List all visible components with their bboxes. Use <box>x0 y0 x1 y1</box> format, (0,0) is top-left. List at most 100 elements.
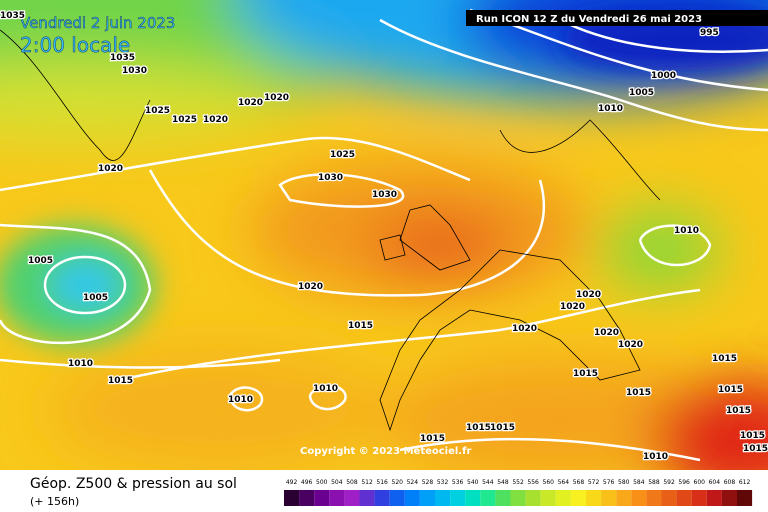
scale-label: 524 <box>407 479 419 486</box>
scale-label: 608 <box>724 479 736 486</box>
scale-swatch <box>586 490 602 506</box>
isobar-label: 1015 <box>348 321 373 331</box>
isobar-label: 1020 <box>98 164 123 174</box>
isobar-label: 1015 <box>740 431 765 441</box>
isobar-label: 1025 <box>330 150 355 160</box>
isobar-label: 1015 <box>743 444 768 454</box>
scale-swatch <box>359 490 375 506</box>
isobar-label: 1020 <box>594 328 619 338</box>
isobar-label: 1000 <box>651 71 676 81</box>
field <box>0 0 768 500</box>
isobar-label: 1015 <box>712 354 737 364</box>
isobar-label: 1005 <box>28 256 53 266</box>
scale-swatch <box>616 490 632 506</box>
scale-label: 516 <box>376 479 388 486</box>
isobar-label: 1030 <box>122 66 147 76</box>
scale-label: 604 <box>709 479 721 486</box>
scale-swatch <box>737 490 753 506</box>
scale-label: 540 <box>467 479 479 486</box>
footer-title: Géop. Z500 & pression au sol <box>30 476 237 492</box>
scale-label: 552 <box>512 479 524 486</box>
scale-swatch <box>314 490 330 506</box>
scale-label: 492 <box>286 479 298 486</box>
scale-swatch <box>419 490 435 506</box>
scale-swatch <box>510 490 526 506</box>
isobar-label: 1010 <box>598 104 623 114</box>
scale-label: 584 <box>633 479 645 486</box>
scale-swatch <box>404 490 420 506</box>
scale-label: 536 <box>452 479 464 486</box>
scale-label: 612 <box>739 479 751 486</box>
isobar-label: 1035 <box>110 53 135 63</box>
scale-swatch <box>691 490 707 506</box>
isobar-label: 1025 <box>145 106 170 116</box>
isobar-label: 1015 <box>466 423 491 433</box>
scale-label: 500 <box>316 479 328 486</box>
scale-label: 528 <box>422 479 434 486</box>
scale-swatch <box>676 490 692 506</box>
scale-swatch <box>661 490 677 506</box>
scale-swatch <box>329 490 345 506</box>
scale-swatch <box>525 490 541 506</box>
isobar-label: 1010 <box>643 452 668 462</box>
scale-swatch <box>450 490 466 506</box>
isobar-label: 1035 <box>0 11 25 21</box>
scale-label: 544 <box>482 479 494 486</box>
scale-label: 596 <box>678 479 690 486</box>
color-scale: 492 496 500 504 508 512 516 520 524 528 532 536 540 5… <box>284 479 753 506</box>
date-label: Vendredi 2 juin 2023 <box>20 14 175 32</box>
scale-label: 496 <box>301 479 313 486</box>
scale-label: 592 <box>663 479 675 486</box>
scale-swatch <box>631 490 647 506</box>
scale-swatch <box>389 490 405 506</box>
isobar-label: 1020 <box>560 302 585 312</box>
isobar-label: 1020 <box>203 115 228 125</box>
scale-label: 576 <box>603 479 615 486</box>
scale-swatch <box>601 490 617 506</box>
isobar-label: 1015 <box>718 385 743 395</box>
scale-swatch <box>299 490 315 506</box>
isobar-label: 1005 <box>629 88 654 98</box>
isobar-label: 1015 <box>626 388 651 398</box>
scale-swatch <box>540 490 556 506</box>
isobar-label: 1030 <box>318 173 343 183</box>
isobar-label: 1020 <box>238 98 263 108</box>
run-banner <box>466 10 768 26</box>
scale-swatch <box>495 490 511 506</box>
scale-swatch <box>344 490 360 506</box>
time-label: 2:00 locale <box>20 33 130 57</box>
scale-swatch <box>706 490 722 506</box>
scale-label: 572 <box>588 479 600 486</box>
scale-swatch <box>284 490 300 506</box>
scale-label: 600 <box>694 479 706 486</box>
isobar-label: 1030 <box>372 190 397 200</box>
scale-swatch <box>570 490 586 506</box>
scale-label: 520 <box>392 479 404 486</box>
scale-swatch <box>374 490 390 506</box>
copyright: Copyright © 2023 Meteociel.fr <box>300 446 471 457</box>
scale-label: 580 <box>618 479 630 486</box>
isobar-label: 1020 <box>618 340 643 350</box>
scale-label: 568 <box>573 479 585 486</box>
scale-label: 560 <box>543 479 555 486</box>
scale-label: 564 <box>558 479 570 486</box>
isobar-label: 1015 <box>573 369 598 379</box>
scale-swatch <box>465 490 481 506</box>
isobar-label: 1015 <box>726 406 751 416</box>
scale-swatch <box>480 490 496 506</box>
scale-label: 508 <box>346 479 358 486</box>
scale-swatch <box>721 490 737 506</box>
isobar-label: 1020 <box>298 282 323 292</box>
isobar-label: 995 <box>700 28 719 38</box>
footer-lead: (+ 156h) <box>30 495 79 508</box>
isobar-label: 1015 <box>490 423 515 433</box>
isobar-label: 1020 <box>512 324 537 334</box>
isobar-label: 1010 <box>313 384 338 394</box>
isobar-label: 1010 <box>674 226 699 236</box>
isobar-label: 1025 <box>172 115 197 125</box>
isobar-label: 1010 <box>68 359 93 369</box>
isobar-label: 1005 <box>83 293 108 303</box>
